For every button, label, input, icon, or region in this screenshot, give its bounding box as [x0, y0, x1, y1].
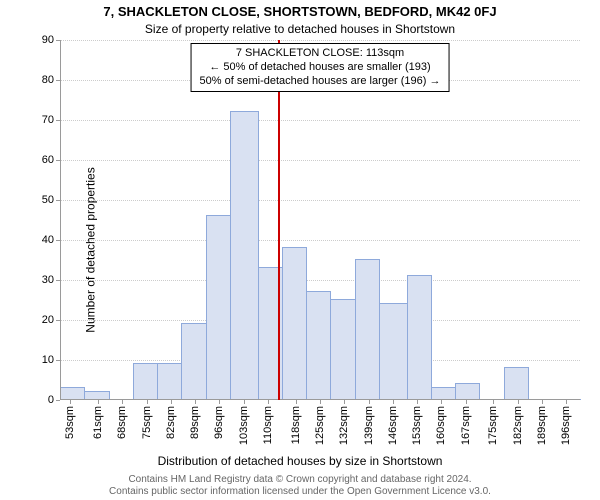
footer-line: Contains public sector information licen…	[0, 486, 600, 498]
x-tick-mark	[244, 400, 245, 404]
x-tick-label: 182sqm	[512, 406, 524, 445]
x-tick-label: 153sqm	[411, 406, 423, 445]
x-tick-mark	[542, 400, 543, 404]
x-tick-label: 167sqm	[460, 406, 472, 445]
gridline	[60, 40, 580, 41]
x-tick-label: 68sqm	[116, 406, 128, 439]
y-tick-mark	[56, 400, 60, 401]
histogram-bar	[379, 303, 408, 400]
x-tick-label: 118sqm	[290, 406, 302, 444]
page-title: 7, SHACKLETON CLOSE, SHORTSTOWN, BEDFORD…	[0, 4, 600, 19]
info-box-line: 50% of semi-detached houses are larger (…	[200, 75, 441, 89]
x-tick-label: 139sqm	[363, 406, 375, 445]
x-tick-label: 53sqm	[64, 406, 76, 439]
x-tick-mark	[566, 400, 567, 404]
attribution-footer: Contains HM Land Registry data © Crown c…	[0, 474, 600, 498]
x-tick-label: 160sqm	[435, 406, 447, 445]
x-tick-label: 75sqm	[141, 406, 153, 439]
histogram-bar	[355, 259, 380, 400]
histogram-bar	[230, 111, 259, 400]
y-tick-label: 90	[42, 34, 54, 46]
x-tick-label: 125sqm	[314, 406, 326, 445]
histogram-bar	[330, 299, 355, 400]
y-tick-label: 60	[42, 154, 54, 166]
x-tick-mark	[417, 400, 418, 404]
x-tick-mark	[147, 400, 148, 404]
x-tick-mark	[393, 400, 394, 404]
histogram-bar	[504, 367, 529, 400]
footer-line: Contains HM Land Registry data © Crown c…	[0, 474, 600, 486]
x-tick-label: 103sqm	[238, 406, 250, 445]
x-tick-mark	[466, 400, 467, 404]
y-axis-line	[60, 40, 61, 400]
x-tick-mark	[195, 400, 196, 404]
x-tick-mark	[171, 400, 172, 404]
x-tick-label: 132sqm	[338, 406, 350, 445]
histogram-bar	[206, 215, 231, 400]
x-tick-mark	[296, 400, 297, 404]
x-axis-label: Distribution of detached houses by size …	[0, 454, 600, 468]
x-tick-mark	[268, 400, 269, 404]
y-tick-label: 70	[42, 114, 54, 126]
x-tick-label: 110sqm	[262, 406, 274, 444]
info-box-line: ← 50% of detached houses are smaller (19…	[200, 61, 441, 75]
y-tick-label: 80	[42, 74, 54, 86]
reference-line	[278, 40, 280, 400]
x-tick-mark	[219, 400, 220, 404]
histogram-bar	[181, 323, 206, 400]
x-tick-mark	[98, 400, 99, 404]
histogram-chart: 010203040506070809053sqm61sqm68sqm75sqm8…	[60, 40, 580, 400]
x-tick-mark	[70, 400, 71, 404]
histogram-bar	[455, 383, 480, 400]
gridline	[60, 240, 580, 241]
x-tick-mark	[518, 400, 519, 404]
x-tick-label: 189sqm	[536, 406, 548, 445]
x-tick-mark	[369, 400, 370, 404]
y-tick-label: 30	[42, 274, 54, 286]
x-tick-mark	[320, 400, 321, 404]
histogram-bar	[133, 363, 158, 400]
histogram-bar	[282, 247, 307, 400]
y-tick-label: 0	[48, 394, 54, 406]
x-tick-label: 82sqm	[165, 406, 177, 439]
x-tick-mark	[122, 400, 123, 404]
histogram-bar	[157, 363, 182, 400]
x-tick-label: 61sqm	[92, 406, 104, 439]
gridline	[60, 120, 580, 121]
x-tick-mark	[493, 400, 494, 404]
x-tick-mark	[441, 400, 442, 404]
histogram-bar	[407, 275, 432, 400]
y-tick-label: 10	[42, 354, 54, 366]
x-tick-label: 196sqm	[560, 406, 572, 445]
info-box: 7 SHACKLETON CLOSE: 113sqm← 50% of detac…	[191, 43, 450, 92]
y-tick-label: 40	[42, 234, 54, 246]
x-tick-label: 146sqm	[387, 406, 399, 445]
y-tick-label: 50	[42, 194, 54, 206]
x-tick-label: 175sqm	[487, 406, 499, 445]
gridline	[60, 160, 580, 161]
y-tick-label: 20	[42, 314, 54, 326]
info-box-line: 7 SHACKLETON CLOSE: 113sqm	[200, 47, 441, 61]
x-tick-mark	[344, 400, 345, 404]
gridline	[60, 200, 580, 201]
histogram-bar	[306, 291, 331, 400]
gridline	[60, 280, 580, 281]
x-tick-label: 89sqm	[189, 406, 201, 439]
page-subtitle: Size of property relative to detached ho…	[0, 22, 600, 36]
x-tick-label: 96sqm	[213, 406, 225, 439]
